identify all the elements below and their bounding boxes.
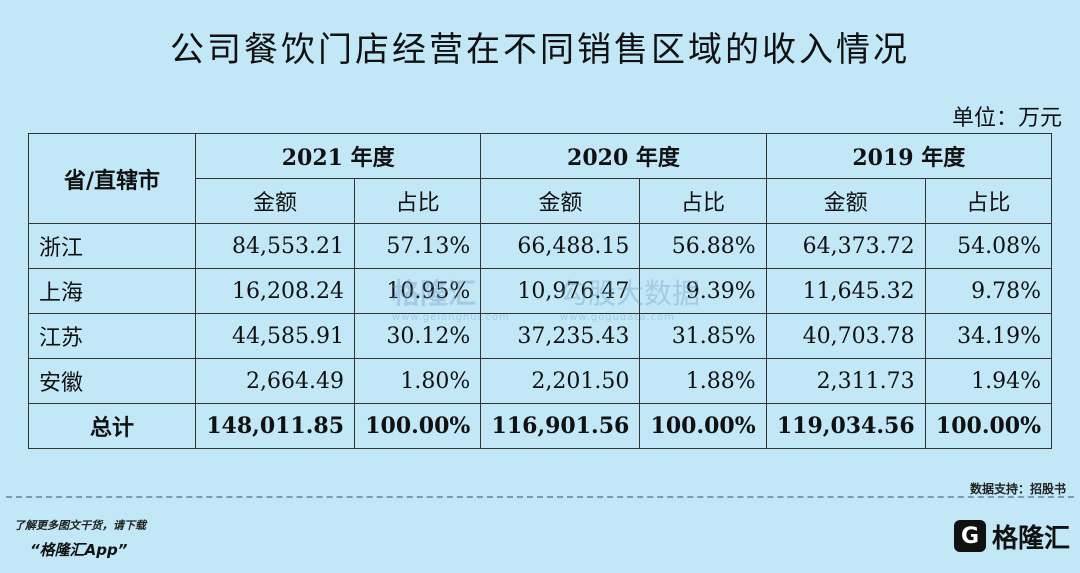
total-row: 总计 148,011.85 100.00% 116,901.56 100.00%… (28, 403, 1053, 449)
region-cell: 安徽 (28, 358, 196, 404)
amount-cell: 40,703.78 (765, 313, 926, 359)
table-row: 安徽 2,664.49 1.80% 2,201.50 1.88% 2,311.7… (28, 358, 1053, 404)
share-cell: 1.80% (354, 358, 482, 404)
brand-logo-icon: G (953, 520, 986, 552)
amount-cell: 66,488.15 (480, 223, 641, 269)
promo-line-1: 了解更多图文干货，请下载 (14, 519, 146, 532)
total-amount-cell: 119,034.56 (765, 403, 926, 449)
dashed-divider (6, 496, 1074, 498)
share-cell: 54.08% (924, 223, 1053, 269)
promo-line-2: “格隆汇App” (30, 541, 128, 559)
total-share-cell: 100.00% (639, 403, 767, 449)
amount-cell: 16,208.24 (194, 268, 356, 314)
share-cell: 30.12% (354, 313, 482, 359)
share-cell: 10.95% (354, 268, 482, 314)
amount-cell: 44,585.91 (194, 313, 356, 359)
watermark-partner-url: www.gogudata.com (560, 312, 676, 323)
watermark-partner-name: 勾股大数据 (560, 277, 701, 310)
watermark-partner: 勾股大数据 www.gogudata.com (560, 272, 700, 323)
amount-header: 金额 (480, 178, 641, 224)
amount-cell: 2,201.50 (480, 358, 641, 404)
share-header: 占比 (354, 178, 482, 224)
table-row: 江苏 44,585.91 30.12% 37,235.43 31.85% 40,… (28, 313, 1053, 359)
page-title: 公司餐饮门店经营在不同销售区域的收入情况 (170, 30, 910, 70)
total-amount-cell: 116,901.56 (480, 403, 641, 449)
year-header-2020: 2020 年度 (480, 133, 767, 179)
unit-label: 单位：万元 (951, 106, 1062, 131)
revenue-table: 省/直辖市 2021 年度 2020 年度 2019 年度 金额 占比 金额 占… (28, 133, 1053, 449)
source-note: 数据支持：招股书 (969, 482, 1066, 496)
year-header-2021: 2021 年度 (194, 133, 482, 179)
share-header: 占比 (639, 178, 767, 224)
brand-footer: G 格隆汇 (953, 519, 1070, 554)
share-cell: 31.85% (639, 313, 767, 359)
region-cell: 浙江 (28, 223, 196, 269)
total-amount-cell: 148,011.85 (194, 403, 356, 449)
share-cell: 34.19% (924, 313, 1053, 359)
share-cell: 56.88% (639, 223, 767, 269)
amount-header: 金额 (194, 178, 356, 224)
share-cell: 9.78% (924, 268, 1053, 314)
table-row: 浙江 84,553.21 57.13% 66,488.15 56.88% 64,… (28, 223, 1053, 269)
year-header-2019: 2019 年度 (765, 133, 1053, 179)
amount-cell: 84,553.21 (194, 223, 356, 269)
amount-cell: 11,645.32 (765, 268, 926, 314)
share-header: 占比 (924, 178, 1053, 224)
amount-cell: 2,664.49 (194, 358, 356, 404)
region-cell: 上海 (28, 268, 196, 314)
amount-header: 金额 (765, 178, 926, 224)
share-cell: 1.94% (924, 358, 1053, 404)
total-label: 总计 (28, 403, 196, 449)
share-cell: 1.88% (639, 358, 767, 404)
region-header: 省/直辖市 (28, 133, 196, 224)
share-cell: 9.39% (639, 268, 767, 314)
total-share-cell: 100.00% (924, 403, 1053, 449)
table-row: 上海 16,208.24 10.95% 10,976.47 9.39% 11,6… (28, 268, 1053, 314)
amount-cell: 37,235.43 (480, 313, 641, 359)
amount-cell: 2,311.73 (765, 358, 926, 404)
region-cell: 江苏 (28, 313, 196, 359)
amount-cell: 64,373.72 (765, 223, 926, 269)
share-cell: 57.13% (354, 223, 482, 269)
total-share-cell: 100.00% (354, 403, 482, 449)
brand-name: 格隆汇 (991, 523, 1070, 554)
table-header-row: 省/直辖市 2021 年度 2020 年度 2019 年度 (28, 133, 1053, 224)
